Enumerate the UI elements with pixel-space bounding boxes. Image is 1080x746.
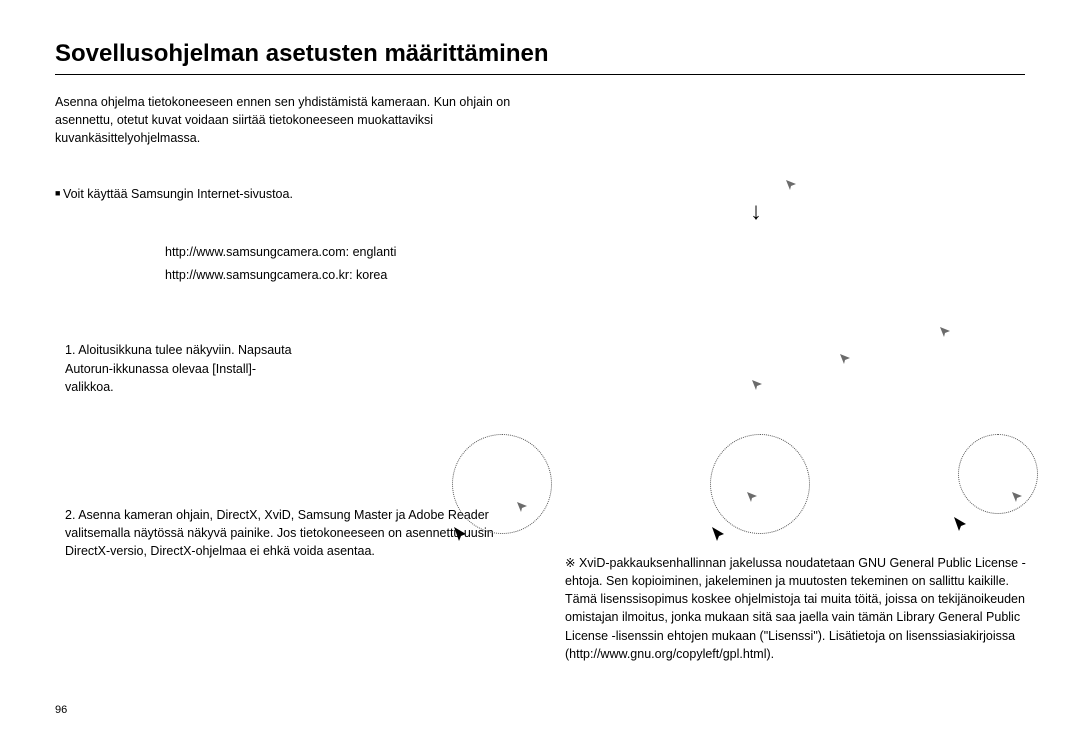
url-block: http://www.samsungcamera.com: englanti h…: [165, 241, 1025, 286]
url-english: http://www.samsungcamera.com: englanti: [165, 241, 1025, 264]
page-number: 96: [55, 704, 67, 716]
url-korea: http://www.samsungcamera.co.kr: korea: [165, 264, 1025, 287]
detail-circle-2: [710, 434, 810, 534]
pointer-icon: [452, 525, 470, 543]
cursor-icon: [745, 490, 759, 504]
cursor-icon: [750, 378, 764, 392]
step-1: 1. Aloitusikkuna tulee näkyviin. Napsaut…: [65, 341, 295, 395]
cursor-icon: [515, 500, 529, 514]
detail-circle-3: [958, 434, 1038, 514]
detail-circle-1: [452, 434, 552, 534]
cursor-icon: [784, 178, 798, 192]
cursor-icon: [1010, 490, 1024, 504]
arrow-down-icon: ↓: [750, 198, 762, 226]
intro-paragraph: Asenna ohjelma tietokoneeseen ennen sen …: [55, 93, 535, 147]
license-note: XviD-pakkauksenhallinnan jakelussa nouda…: [565, 554, 1035, 663]
pointer-icon: [710, 525, 728, 543]
cursor-icon: [838, 352, 852, 366]
bullet-note: Voit käyttää Samsungin Internet-sivustoa…: [55, 187, 1025, 201]
cursor-icon: [938, 325, 952, 339]
page-title: Sovellusohjelman asetusten määrittäminen: [55, 40, 1025, 75]
pointer-icon: [952, 515, 970, 533]
